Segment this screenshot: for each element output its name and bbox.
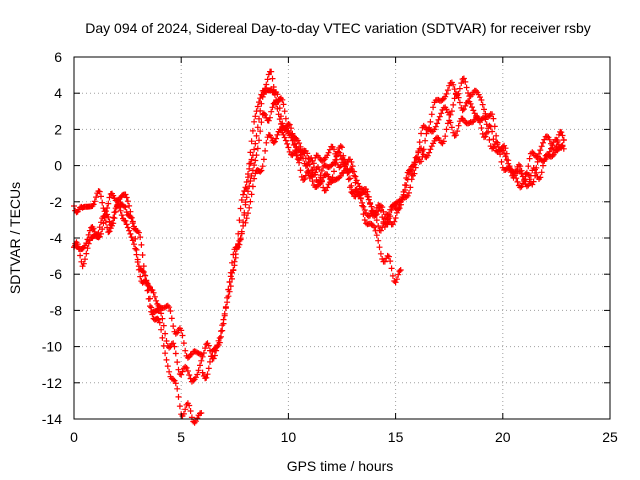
axis-ticks: 0 5 10 15 20 25 -14 -12 -10 -8 -6 -4 -2 0 2 4 6 (42, 49, 618, 445)
series-track-4 (199, 86, 404, 362)
series-markers (199, 86, 404, 362)
grid (74, 57, 610, 419)
series-markers (242, 113, 567, 230)
series-markers (71, 202, 205, 426)
y-tick-label: -6 (50, 266, 63, 282)
y-tick-label: 4 (54, 85, 62, 101)
x-tick-label: 25 (602, 429, 618, 445)
chart-title: Day 094 of 2024, Sidereal Day-to-day VTE… (85, 20, 591, 36)
y-tick-label: 6 (54, 49, 62, 65)
y-tick-label: -4 (50, 230, 63, 246)
series-track-7 (242, 113, 567, 230)
y-tick-label: -10 (42, 339, 62, 355)
data-marks (71, 68, 567, 426)
x-axis-label: GPS time / hours (287, 458, 394, 474)
y-tick-label: 2 (54, 121, 62, 137)
x-tick-label: 10 (281, 429, 297, 445)
y-tick-label: 0 (54, 158, 62, 174)
y-tick-label: -12 (42, 375, 62, 391)
x-tick-label: 5 (177, 429, 185, 445)
y-tick-label: -2 (50, 194, 63, 210)
series-track-1 (71, 202, 205, 426)
y-axis-label: SDTVAR / TECUs (7, 182, 23, 294)
y-tick-label: -8 (50, 302, 63, 318)
x-tick-label: 0 (70, 429, 78, 445)
x-tick-label: 20 (495, 429, 511, 445)
y-tick-label: -14 (42, 411, 62, 427)
x-tick-label: 15 (388, 429, 404, 445)
